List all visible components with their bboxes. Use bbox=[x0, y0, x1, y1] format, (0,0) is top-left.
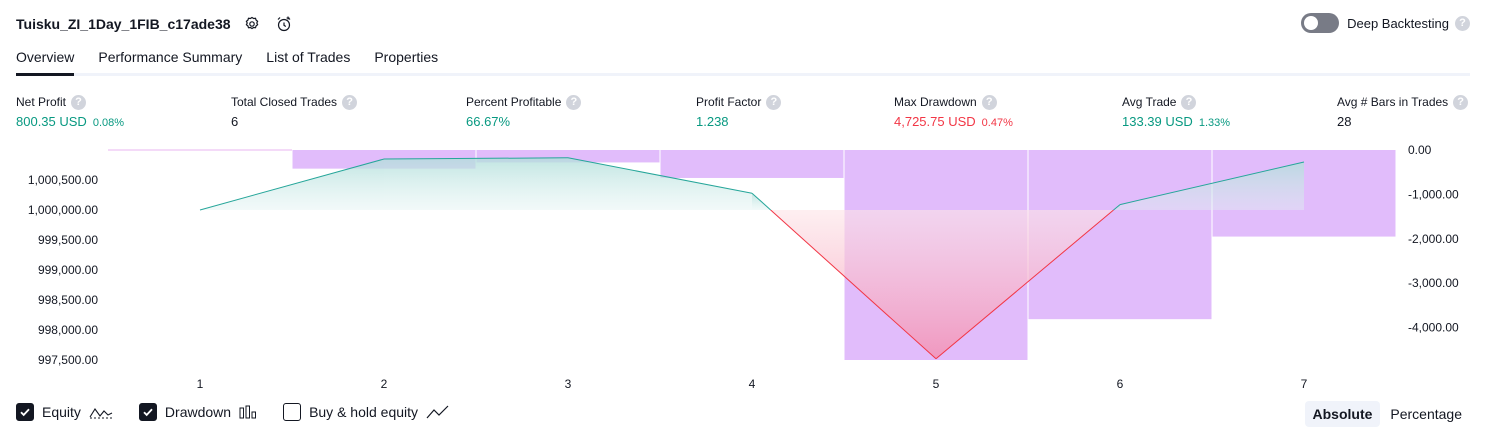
deep-backtesting-toggle[interactable] bbox=[1301, 13, 1340, 33]
left-axis-tick-label: 997,500.00 bbox=[38, 353, 98, 367]
legend-label: Buy & hold equity bbox=[309, 404, 419, 420]
x-axis-tick-label: 6 bbox=[1117, 377, 1124, 391]
x-axis-tick-label: 2 bbox=[381, 377, 388, 391]
absolute-button[interactable]: Absolute bbox=[1304, 401, 1381, 427]
metric-label: Avg Trade bbox=[1122, 95, 1177, 109]
equity-segment bbox=[1113, 204, 1121, 211]
metric-max-drawdown: Max Drawdown? 4,725.75 USD 0.47% bbox=[894, 94, 1013, 129]
left-axis-tick-label: 1,000,000.00 bbox=[28, 203, 98, 217]
settings-icon[interactable] bbox=[241, 13, 263, 35]
drawdown-bars-icon bbox=[239, 405, 257, 419]
equity-segment bbox=[383, 157, 569, 160]
help-icon[interactable]: ? bbox=[566, 94, 582, 110]
left-axis-tick-label: 1,000,500.00 bbox=[28, 173, 98, 187]
metric-label: Percent Profitable bbox=[466, 95, 562, 109]
metric-net-profit: Net Profit? 800.35 USD 0.08% bbox=[16, 94, 124, 129]
equity-profit-area bbox=[568, 157, 752, 210]
help-icon[interactable]: ? bbox=[1181, 94, 1197, 110]
right-axis-tick-label: -3,000.00 bbox=[1408, 276, 1459, 290]
strategy-title: Tuisku_ZI_1Day_1FIB_c17ade38 bbox=[16, 16, 231, 32]
x-axis-tick-label: 5 bbox=[933, 377, 940, 391]
left-axis-tick-label: 998,000.00 bbox=[38, 323, 98, 337]
x-axis-tick-label: 3 bbox=[565, 377, 572, 391]
equity-segment bbox=[1119, 161, 1305, 206]
tab-list-of-trades[interactable]: List of Trades bbox=[266, 49, 351, 65]
equity-profit-area bbox=[1120, 162, 1304, 210]
metric-label: Max Drawdown bbox=[894, 95, 977, 109]
deep-backtesting-label: Deep Backtesting bbox=[1347, 15, 1449, 31]
percentage-button[interactable]: Percentage bbox=[1390, 406, 1462, 422]
equity-line-icon bbox=[89, 405, 113, 419]
help-icon[interactable]: ? bbox=[766, 94, 782, 110]
tab-properties[interactable]: Properties bbox=[374, 49, 439, 65]
x-axis-tick-label: 1 bbox=[197, 377, 204, 391]
buy-hold-line-icon bbox=[426, 405, 450, 419]
right-axis-tick-label: -1,000.00 bbox=[1408, 187, 1459, 201]
add-alert-icon[interactable] bbox=[273, 13, 295, 35]
chart-legend: Equity Drawdown Buy & hold equity bbox=[16, 403, 476, 421]
right-axis-tick-label: 0.00 bbox=[1408, 143, 1432, 157]
left-axis-tick-label: 999,000.00 bbox=[38, 263, 98, 277]
help-icon[interactable]: ? bbox=[1453, 94, 1469, 110]
metric-value: 66.67% bbox=[466, 114, 511, 129]
checkbox-checked-icon[interactable] bbox=[138, 403, 157, 421]
tab-overview[interactable]: Overview bbox=[16, 42, 75, 76]
metric-profit-factor: Profit Factor? 1.238 bbox=[696, 94, 782, 129]
right-axis-tick-label: -4,000.00 bbox=[1408, 321, 1459, 335]
metric-avg-trade: Avg Trade? 133.39 USD 1.33% bbox=[1122, 94, 1230, 129]
tab-bar: Overview Performance Summary List of Tra… bbox=[16, 42, 1470, 76]
metric-value: 28 bbox=[1337, 114, 1352, 129]
equity-segment bbox=[770, 209, 937, 360]
tab-performance-summary[interactable]: Performance Summary bbox=[98, 49, 243, 65]
x-axis-tick-label: 7 bbox=[1301, 377, 1308, 391]
view-mode-toggle: Absolute Percentage bbox=[1303, 401, 1471, 427]
help-icon[interactable]: ? bbox=[1455, 15, 1470, 31]
metric-value: 1.238 bbox=[696, 114, 729, 129]
equity-segment bbox=[199, 158, 385, 211]
equity-drawdown-chart[interactable]: 1,000,500.00 1,000,000.00 999,500.00 999,00… bbox=[0, 140, 1486, 395]
legend-label: Drawdown bbox=[164, 404, 232, 420]
help-icon[interactable]: ? bbox=[71, 94, 87, 110]
help-icon[interactable]: ? bbox=[981, 94, 997, 110]
metric-value: 6 bbox=[231, 114, 239, 129]
deep-backtesting: Deep Backtesting ? bbox=[1301, 13, 1470, 33]
metric-percent: 0.47% bbox=[981, 117, 1013, 129]
metric-value: 4,725.75 USD bbox=[894, 114, 976, 129]
equity-segment bbox=[935, 209, 1114, 360]
checkbox-checked-icon[interactable] bbox=[16, 403, 34, 421]
right-axis-tick-label: -2,000.00 bbox=[1408, 232, 1459, 246]
equity-line bbox=[199, 157, 1305, 360]
legend-drawdown[interactable]: Drawdown bbox=[138, 403, 257, 421]
metric-percent: 1.33% bbox=[1198, 117, 1231, 129]
legend-equity[interactable]: Equity bbox=[16, 403, 113, 421]
help-icon[interactable]: ? bbox=[342, 94, 358, 110]
metric-value: 800.35 USD bbox=[16, 114, 87, 129]
left-axis-tick-label: 998,500.00 bbox=[38, 293, 98, 307]
strategy-header: Tuisku_ZI_1Day_1FIB_c17ade38 bbox=[16, 12, 295, 36]
metric-label: Avg # Bars in Trades bbox=[1337, 95, 1449, 109]
legend-buy-hold-equity[interactable]: Buy & hold equity bbox=[283, 403, 450, 421]
checkbox-unchecked-icon[interactable] bbox=[283, 403, 302, 421]
metric-percent: 0.08% bbox=[92, 117, 125, 129]
metric-label: Net Profit bbox=[16, 95, 67, 109]
drawdown-bar bbox=[660, 150, 844, 178]
axes: 1,000,500.00 1,000,000.00 999,500.00 999,00… bbox=[28, 143, 1459, 391]
metric-percent-profitable: Percent Profitable? 66.67% bbox=[466, 94, 582, 129]
metric-label: Total Closed Trades bbox=[231, 95, 338, 109]
metric-label: Profit Factor bbox=[696, 95, 762, 109]
left-axis-tick-label: 999,500.00 bbox=[38, 233, 98, 247]
equity-segment bbox=[567, 157, 753, 194]
x-axis-tick-label: 4 bbox=[749, 377, 756, 391]
metric-total-closed-trades: Total Closed Trades? 6 bbox=[231, 94, 358, 129]
equity-profit-area bbox=[384, 157, 568, 210]
legend-label: Equity bbox=[42, 404, 81, 420]
equity-segment bbox=[751, 192, 772, 211]
metric-avg-bars-in-trades: Avg # Bars in Trades? 28 bbox=[1337, 94, 1469, 129]
metric-value: 133.39 USD bbox=[1122, 114, 1193, 129]
